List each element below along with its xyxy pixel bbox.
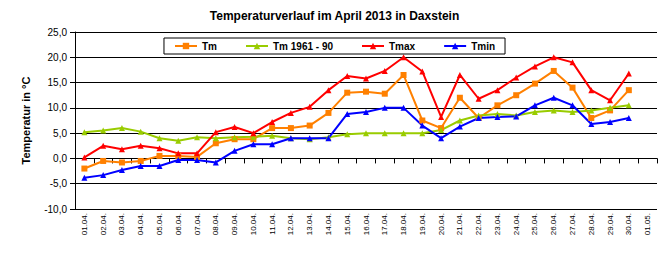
- svg-text:03.04.: 03.04.: [117, 213, 126, 235]
- svg-text:10.04.: 10.04.: [249, 213, 258, 235]
- svg-text:30.04.: 30.04.: [624, 213, 633, 235]
- svg-text:14.04.: 14.04.: [324, 213, 333, 235]
- svg-text:Temperaturverlauf im April 201: Temperaturverlauf im April 2013 in Daxst…: [210, 9, 459, 23]
- svg-text:21.04.: 21.04.: [455, 213, 464, 235]
- svg-text:20,0: 20,0: [48, 52, 68, 63]
- svg-text:16.04.: 16.04.: [362, 213, 371, 235]
- svg-text:Tmax: Tmax: [389, 41, 416, 52]
- svg-text:15.04.: 15.04.: [343, 213, 352, 235]
- svg-text:20.04.: 20.04.: [437, 213, 446, 235]
- svg-text:27.04.: 27.04.: [568, 213, 577, 235]
- svg-text:26.04.: 26.04.: [549, 213, 558, 235]
- svg-text:05.04.: 05.04.: [155, 213, 164, 235]
- svg-text:09.04.: 09.04.: [230, 213, 239, 235]
- svg-text:Tm 1961 - 90: Tm 1961 - 90: [273, 41, 333, 52]
- svg-text:10,0: 10,0: [48, 102, 68, 113]
- svg-text:19.04.: 19.04.: [418, 213, 427, 235]
- svg-text:11.04.: 11.04.: [268, 213, 277, 235]
- svg-text:07.04.: 07.04.: [193, 213, 202, 235]
- svg-text:5,0: 5,0: [53, 128, 67, 139]
- svg-text:25.04.: 25.04.: [530, 213, 539, 235]
- svg-text:04.04.: 04.04.: [136, 213, 145, 235]
- svg-text:25,0: 25,0: [48, 27, 68, 38]
- svg-text:08.04.: 08.04.: [211, 213, 220, 235]
- svg-text:-10,0: -10,0: [44, 204, 67, 215]
- svg-text:13.04.: 13.04.: [305, 213, 314, 235]
- svg-text:06.04.: 06.04.: [174, 213, 183, 235]
- svg-text:02.04.: 02.04.: [99, 213, 108, 235]
- svg-text:Temperatur in °C: Temperatur in °C: [20, 76, 32, 164]
- svg-text:Tmin: Tmin: [471, 41, 495, 52]
- svg-text:01.04.: 01.04.: [80, 213, 89, 235]
- svg-text:28.04.: 28.04.: [587, 213, 596, 235]
- svg-text:Tm: Tm: [202, 41, 217, 52]
- svg-text:18.04.: 18.04.: [399, 213, 408, 235]
- svg-text:24.04.: 24.04.: [512, 213, 521, 235]
- svg-text:-5,0: -5,0: [50, 178, 68, 189]
- svg-text:12.04.: 12.04.: [286, 213, 295, 235]
- svg-text:01.05.: 01.05.: [643, 213, 652, 235]
- svg-text:23.04.: 23.04.: [493, 213, 502, 235]
- svg-text:0,0: 0,0: [53, 153, 67, 164]
- svg-text:29.04.: 29.04.: [606, 213, 615, 235]
- svg-text:22.04.: 22.04.: [474, 213, 483, 235]
- svg-text:17.04.: 17.04.: [380, 213, 389, 235]
- svg-text:15,0: 15,0: [48, 77, 68, 88]
